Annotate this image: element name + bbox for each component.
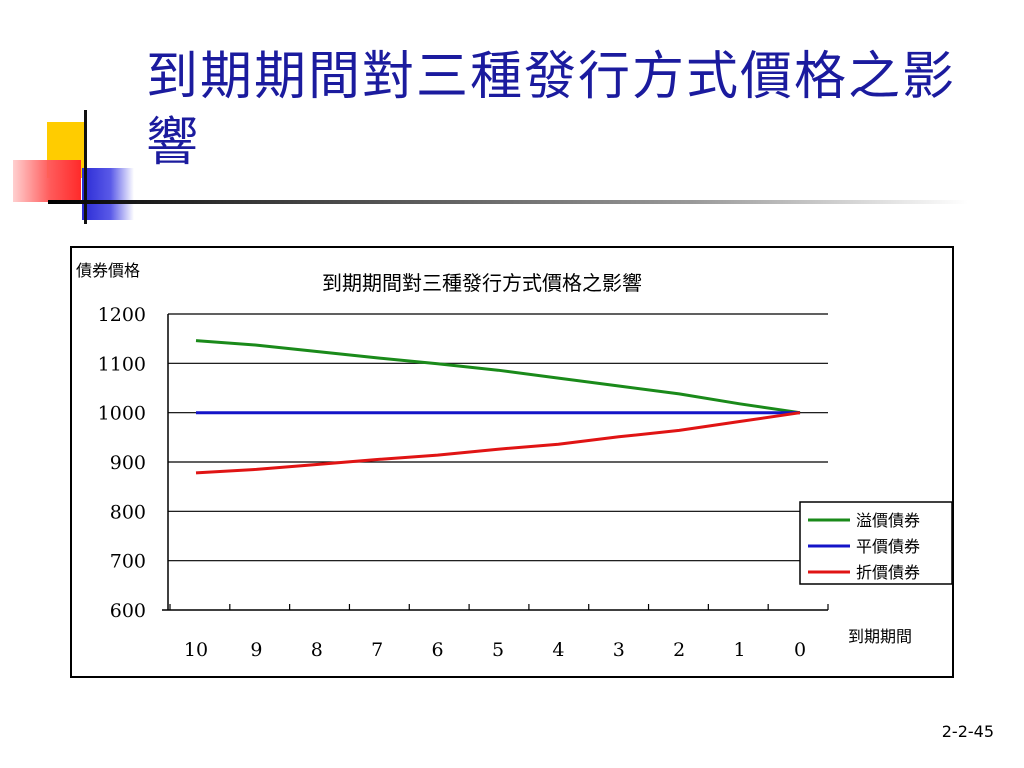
decorative-vertical-line	[84, 110, 87, 224]
y-axis-label: 債券價格	[76, 261, 140, 280]
y-tick-label: 1100	[98, 353, 146, 375]
y-tick-label: 1000	[98, 403, 146, 425]
series-line	[195, 411, 801, 475]
decorative-red-square	[13, 160, 81, 202]
x-tick-label: 4	[552, 639, 564, 661]
grid-lines	[168, 313, 828, 562]
x-axis-label: 到期期間	[848, 627, 912, 646]
decorative-blue-square	[82, 168, 134, 220]
chart-title: 到期期間對三種發行方式價格之影響	[322, 271, 642, 295]
x-tick-label: 9	[250, 639, 262, 661]
series-lines	[195, 339, 801, 475]
series-line	[195, 339, 801, 415]
x-tick-label: 8	[311, 639, 323, 661]
x-tick-label: 10	[184, 639, 208, 661]
slide-title: 到期期間對三種發行方式價格之影響	[146, 47, 957, 173]
legend-label: 平價債券	[856, 537, 920, 556]
x-tick-label: 5	[492, 639, 504, 661]
y-tick-label: 700	[110, 551, 146, 573]
legend-label: 折價債券	[856, 563, 920, 582]
x-tick-label: 3	[613, 639, 625, 661]
y-tick-label: 800	[110, 501, 146, 523]
x-tick-label: 7	[371, 639, 383, 661]
x-tick-label: 0	[794, 639, 806, 661]
title-underline	[48, 200, 968, 204]
chart-frame: 到期期間對三種發行方式價格之影響 債券價格 到期期間 1200 1100 1000 9…	[70, 246, 954, 678]
y-tick-label: 900	[110, 452, 146, 474]
x-tick-label: 2	[673, 639, 685, 661]
legend-box	[799, 501, 953, 585]
y-tick-label: 600	[110, 600, 146, 622]
y-tick-label: 1200	[98, 304, 146, 326]
bond-price-chart: 到期期間對三種發行方式價格之影響 債券價格 到期期間 1200110010009…	[76, 261, 953, 661]
x-tick-label: 6	[432, 639, 444, 661]
x-tick-label: 1	[734, 639, 746, 661]
legend-label: 溢價債券	[856, 511, 920, 530]
page-number: 2-2-45	[941, 722, 994, 741]
